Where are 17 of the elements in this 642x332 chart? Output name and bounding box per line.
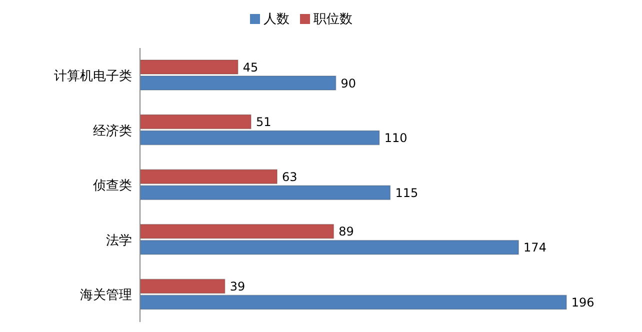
data-label: 39 — [230, 279, 246, 294]
data-label: 174 — [524, 240, 546, 255]
y-tick-label: 侦查类 — [92, 178, 132, 194]
y-tick-label: 法学 — [106, 233, 132, 248]
y-tick-label: 经济类 — [93, 124, 132, 139]
data-label: 89 — [338, 224, 354, 239]
data-label: 110 — [384, 131, 408, 146]
legend-label: 职位数 — [314, 12, 352, 27]
data-label: 45 — [242, 60, 258, 74]
data-label: 90 — [340, 76, 356, 90]
data-label: 115 — [395, 186, 418, 200]
y-tick-label: 海关管理 — [80, 288, 132, 304]
legend-label: 人数 — [264, 12, 290, 27]
data-label: 51 — [256, 115, 272, 130]
data-label: 63 — [282, 170, 298, 184]
y-tick-label: 计算机电子类 — [54, 69, 132, 84]
data-label: 196 — [571, 295, 594, 310]
